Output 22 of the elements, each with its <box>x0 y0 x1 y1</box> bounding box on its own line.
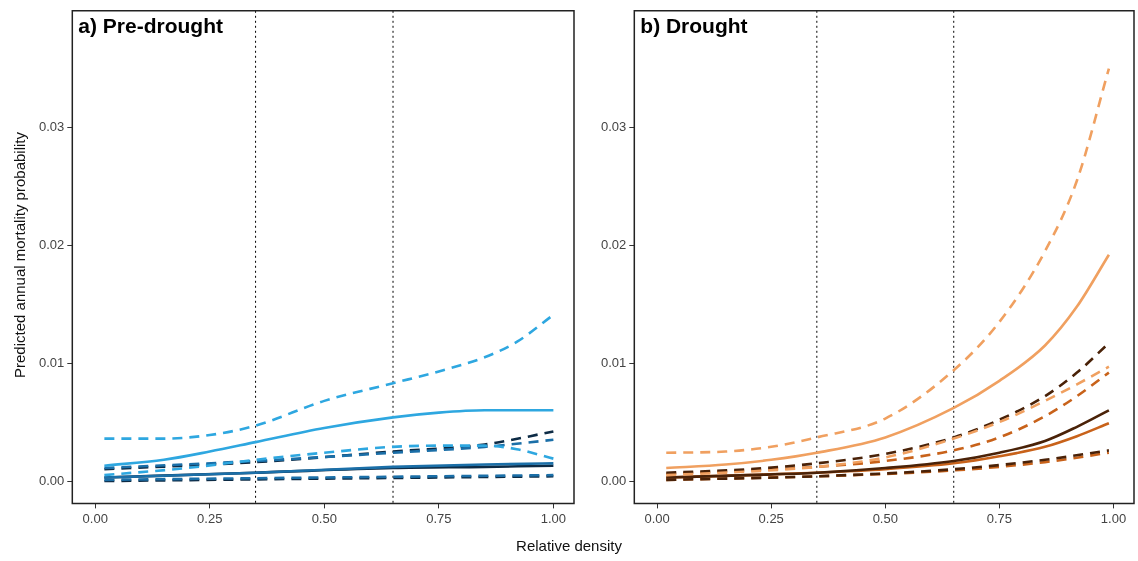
y-tick-label: 0.03 <box>600 119 627 135</box>
x-tick-label: 1.00 <box>1100 510 1127 526</box>
chart-title: b) Drought <box>640 14 748 38</box>
x-tick-label: 0.00 <box>82 510 108 526</box>
x-tick-label: 0.00 <box>644 510 670 526</box>
y-tick-label: 0.03 <box>38 119 65 135</box>
y-tick-label: 0.00 <box>600 472 627 488</box>
x-tick-label: 0.25 <box>197 510 223 526</box>
x-tick-label: 0.75 <box>986 510 1013 526</box>
x-axis-title: Relative density <box>515 537 623 554</box>
y-tick-label: 0.01 <box>38 354 65 370</box>
y-tick-label: 0.01 <box>600 354 627 370</box>
y-axis-title: Predicted annual mortality probability <box>10 132 28 378</box>
x-tick-label: 0.75 <box>426 510 452 526</box>
x-tick-label: 0.50 <box>311 510 337 526</box>
chart-title: a) Pre-drought <box>78 14 223 38</box>
y-tick-label: 0.00 <box>38 472 65 488</box>
y-tick-label: 0.02 <box>38 236 65 252</box>
x-tick-label: 0.25 <box>758 510 784 526</box>
y-tick-label: 0.02 <box>600 236 627 252</box>
x-tick-label: 1.00 <box>540 510 567 526</box>
x-tick-label: 0.50 <box>872 510 898 526</box>
